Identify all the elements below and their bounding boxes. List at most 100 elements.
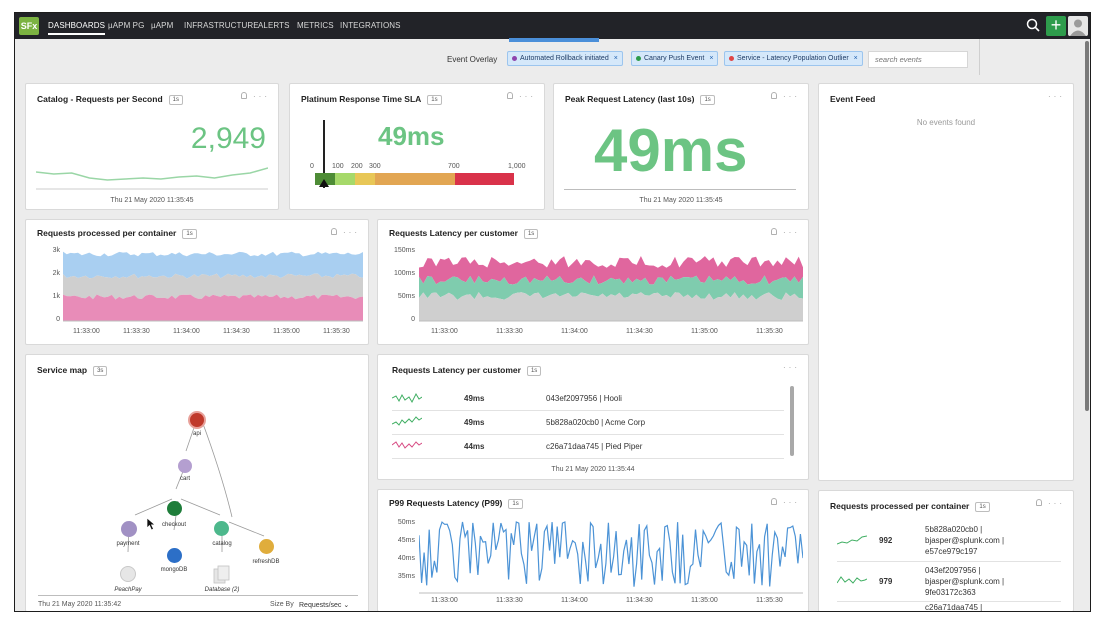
x-tick: 11:34:00 bbox=[561, 597, 588, 604]
resolution-badge: 1s bbox=[700, 95, 715, 105]
y-tick: 1k bbox=[52, 293, 60, 300]
page-scrollbar[interactable] bbox=[1085, 41, 1089, 411]
nav-uapm[interactable]: µAPM bbox=[151, 21, 174, 30]
bell-icon[interactable] bbox=[507, 92, 513, 99]
y-tick: 45ms bbox=[397, 537, 415, 544]
panel-timestamp: Thu 21 May 2020 11:35:44 bbox=[551, 466, 635, 473]
single-value: 2,949 bbox=[190, 122, 266, 155]
table-row[interactable]: c26a71daa745 | bbox=[837, 601, 1061, 611]
user-avatar-icon[interactable] bbox=[1068, 16, 1088, 36]
latency-value: 49ms bbox=[464, 388, 546, 411]
service-node-mongodb[interactable] bbox=[167, 548, 182, 563]
service-node-peachpay[interactable] bbox=[120, 566, 136, 582]
gauge-scale-label: 300 bbox=[369, 163, 381, 170]
bell-icon[interactable] bbox=[771, 228, 777, 235]
service-node-label: checkout bbox=[161, 522, 186, 528]
bell-icon[interactable] bbox=[241, 92, 247, 99]
gauge-segment bbox=[355, 173, 375, 185]
service-node-api[interactable] bbox=[188, 411, 206, 429]
plus-icon[interactable]: + bbox=[1046, 16, 1066, 36]
nav-uapm-pg[interactable]: µAPM PG bbox=[108, 21, 145, 30]
panel-title: Requests processed per container 1s bbox=[830, 501, 990, 512]
panel-latency-per-customer-list: Requests Latency per customer 1s ··· 49ms… bbox=[377, 354, 809, 480]
x-tick: 11:34:30 bbox=[626, 328, 653, 335]
event-chip-canary[interactable]: Canary Push Event × bbox=[631, 51, 719, 66]
x-tick: 11:33:00 bbox=[431, 597, 458, 604]
bell-icon[interactable] bbox=[1036, 499, 1042, 506]
event-chip-rollback[interactable]: Automated Rollback initiated × bbox=[507, 51, 623, 66]
y-tick: 35ms bbox=[397, 573, 415, 580]
x-tick: 11:35:00 bbox=[691, 328, 718, 335]
panel-actions[interactable]: ··· bbox=[771, 228, 800, 237]
panel-timestamp: Thu 21 May 2020 11:35:45 bbox=[110, 197, 194, 204]
x-tick: 11:35:00 bbox=[691, 597, 718, 604]
close-icon[interactable]: × bbox=[853, 55, 858, 62]
table-scrollbar[interactable] bbox=[790, 386, 794, 456]
panel-service-map: Service map 3s api cart checkout payment … bbox=[25, 354, 369, 611]
panel-title: Requests Latency per customer 1s bbox=[389, 228, 539, 239]
panel-actions[interactable]: ··· bbox=[1048, 92, 1065, 101]
event-search-input[interactable] bbox=[868, 51, 968, 68]
table-row[interactable]: 979 043ef2097956 | bjasper@splunk.com | … bbox=[836, 561, 1061, 602]
nav-dashboards[interactable]: DASHBOARDS bbox=[48, 21, 106, 35]
resolution-badge: 1s bbox=[427, 95, 442, 105]
close-icon[interactable]: × bbox=[613, 55, 618, 62]
panel-actions[interactable]: ··· bbox=[771, 92, 800, 101]
nav-alerts[interactable]: ALERTS bbox=[258, 21, 290, 30]
customer-latency-table: 49ms 043ef2097956 | Hooli 49ms 5b828a020… bbox=[391, 388, 784, 459]
request-count: 992 bbox=[879, 521, 925, 562]
panel-title-text: Peak Request Latency (last 10s) bbox=[565, 94, 695, 104]
container-host: e57ce979c197 bbox=[925, 547, 978, 557]
service-node-refreshdb[interactable] bbox=[259, 539, 274, 554]
x-tick: 11:35:00 bbox=[273, 328, 300, 335]
size-by-dropdown[interactable]: Requests/sec ⌄ bbox=[299, 601, 349, 609]
panel-requests-per-container: Requests processed per container 1s ··· 3… bbox=[25, 219, 369, 345]
panel-actions[interactable]: ··· bbox=[507, 92, 536, 101]
service-node-catalog[interactable] bbox=[214, 521, 229, 536]
panel-actions[interactable]: ··· bbox=[783, 363, 800, 372]
table-row[interactable]: 44ms c26a71daa745 | Pied Piper bbox=[391, 434, 784, 459]
table-row[interactable]: 992 5b828a020cb0 | bjasper@splunk.com | … bbox=[836, 521, 1061, 562]
bell-icon[interactable] bbox=[771, 498, 777, 505]
panel-title: Platinum Response Time SLA 1s bbox=[301, 94, 442, 105]
container-id: 043ef2097956 | bbox=[925, 565, 981, 575]
sparkline-cell bbox=[391, 410, 464, 435]
panel-actions[interactable]: ··· bbox=[241, 92, 270, 101]
y-tick: 150ms bbox=[393, 247, 415, 254]
gauge-scale-label: 700 bbox=[448, 163, 460, 170]
panel-peak-latency: Peak Request Latency (last 10s) 1s ··· 49… bbox=[553, 83, 809, 210]
close-icon[interactable]: × bbox=[709, 55, 714, 62]
table-row[interactable]: 49ms 043ef2097956 | Hooli bbox=[391, 388, 784, 411]
sparkline-cell bbox=[391, 434, 464, 459]
service-node-payment[interactable] bbox=[121, 521, 137, 537]
service-node-label: cart bbox=[179, 476, 190, 482]
panel-actions[interactable]: ··· bbox=[331, 228, 360, 237]
gauge-scale-label: 100 bbox=[332, 163, 344, 170]
nav-metrics[interactable]: METRICS bbox=[297, 21, 334, 30]
y-tick: 3k bbox=[52, 247, 60, 254]
table-row[interactable]: 49ms 5b828a020cb0 | Acme Corp bbox=[391, 410, 784, 435]
database-icon[interactable] bbox=[213, 565, 231, 584]
gauge-marker-icon bbox=[319, 179, 329, 187]
p99-line-chart bbox=[419, 521, 803, 594]
event-color-dot bbox=[729, 56, 734, 61]
chevron-down-icon[interactable]: ⌄ bbox=[343, 602, 350, 609]
panel-title-text: Requests Latency per customer bbox=[389, 228, 518, 238]
bell-icon[interactable] bbox=[771, 92, 777, 99]
service-node-checkout[interactable] bbox=[167, 501, 182, 516]
event-chip-outlier[interactable]: Service - Latency Population Outlier × bbox=[724, 51, 863, 66]
mouse-cursor-icon bbox=[146, 517, 156, 531]
x-tick: 11:33:00 bbox=[431, 328, 458, 335]
bell-icon[interactable] bbox=[331, 228, 337, 235]
search-icon[interactable] bbox=[1026, 18, 1040, 32]
x-tick: 11:34:30 bbox=[626, 597, 653, 604]
panel-actions[interactable]: ··· bbox=[771, 498, 800, 507]
nav-integrations[interactable]: INTEGRATIONS bbox=[340, 21, 401, 30]
nav-infrastructure[interactable]: INFRASTRUCTURE bbox=[184, 21, 259, 30]
sparkline-cell bbox=[836, 521, 879, 562]
panel-event-feed: Event Feed ··· No events found bbox=[818, 83, 1074, 481]
panel-actions[interactable]: ··· bbox=[1036, 499, 1065, 508]
panel-title-text: Platinum Response Time SLA bbox=[301, 94, 422, 104]
service-node-cart[interactable] bbox=[178, 459, 192, 473]
y-tick: 0 bbox=[56, 316, 60, 323]
